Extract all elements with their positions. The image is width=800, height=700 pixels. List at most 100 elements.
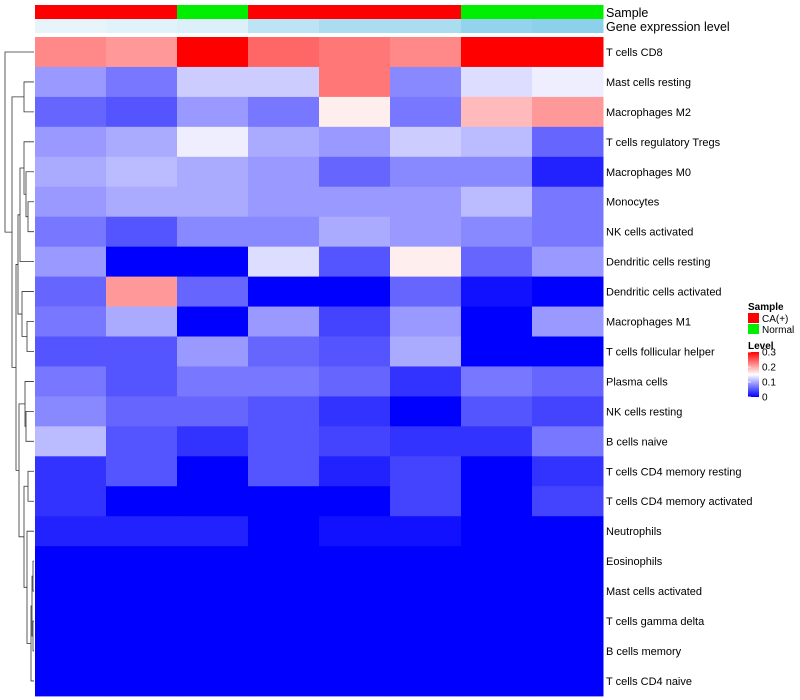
row-label: T cells CD4 naive (606, 676, 692, 688)
row-dendrogram (4, 51, 34, 682)
heatmap-cell (35, 246, 107, 278)
heatmap-cell (35, 516, 107, 547)
heatmap-cell (532, 216, 604, 248)
sample-annotation-label: Sample (606, 6, 648, 20)
heatmap-cell (106, 606, 178, 637)
expression-annotation-cell (532, 19, 604, 33)
heatmap-cell (319, 66, 391, 98)
heatmap-cell (106, 576, 178, 607)
dendrogram-link (15, 264, 19, 471)
heatmap-cell (390, 546, 462, 577)
heatmap-cell (390, 665, 462, 697)
heatmap-cell (461, 636, 533, 667)
heatmap-cell (106, 276, 178, 308)
row-labels: T cells CD8 Mast cells resting Macrophages… (606, 47, 753, 688)
heatmap-cell (248, 426, 320, 457)
heatmap-cell (319, 546, 391, 577)
heatmap-cell (532, 516, 604, 547)
heatmap-cell (177, 96, 249, 128)
row-label: NK cells resting (606, 406, 682, 418)
heatmap-cell (319, 456, 391, 487)
heatmap-cell (390, 636, 462, 667)
heatmap-cell (319, 336, 391, 367)
legend-sample-swatch (748, 313, 759, 323)
expression-annotation-cell (177, 19, 249, 33)
row-label: Macrophages M1 (606, 317, 691, 329)
heatmap-cell (35, 366, 107, 397)
row-label: Macrophages M2 (606, 107, 691, 119)
dendrogram-link (21, 291, 34, 337)
dendrogram-link (32, 560, 34, 592)
heatmap-cell (319, 306, 391, 337)
heatmap-cell (106, 306, 178, 337)
heatmap-cell (35, 665, 107, 697)
heatmap-cell (177, 216, 249, 248)
heatmap-cell (532, 366, 604, 397)
heatmap-cell (390, 186, 462, 218)
row-label: Dendritic cells activated (606, 287, 722, 299)
heatmap-cell (319, 636, 391, 667)
dendrogram-link (25, 171, 34, 218)
sample-annotation-cell (319, 5, 391, 19)
dendrogram-link (25, 410, 34, 442)
heatmap-cell (106, 66, 178, 98)
legend-level-label: 0.1 (762, 378, 776, 389)
heatmap-cell (35, 276, 107, 308)
heatmap-cell (106, 186, 178, 218)
heatmap-cell (106, 366, 178, 397)
heatmap-cell (248, 456, 320, 487)
heatmap-cell (532, 396, 604, 427)
dendrogram-link (23, 81, 34, 113)
heatmap-cell (461, 276, 533, 308)
heatmap-cell (319, 216, 391, 248)
heatmap-cell (177, 156, 249, 188)
heatmap-cell (532, 636, 604, 667)
expression-annotation-cell (35, 19, 107, 33)
heatmap-cell (390, 156, 462, 188)
heatmap-cell (106, 486, 178, 517)
heatmap-cell (248, 37, 320, 68)
heatmap-cell (532, 37, 604, 68)
row-label: T cells CD4 memory activated (606, 496, 753, 508)
sample-annotation-cell (177, 5, 249, 19)
expression-annotation-cell (461, 19, 533, 33)
heatmap-cell (319, 186, 391, 218)
heatmap-cell (106, 636, 178, 667)
dendrogram-link (30, 605, 34, 682)
heatmap-cell (532, 336, 604, 367)
heatmap-cell (532, 606, 604, 637)
heatmap-cell (461, 516, 533, 547)
row-label: Eosinophils (606, 556, 663, 568)
heatmap-cell (106, 126, 178, 158)
heatmap-cell (248, 665, 320, 697)
heatmap-cell (461, 426, 533, 457)
heatmap-cell (319, 396, 391, 427)
dendrogram-link (19, 167, 34, 263)
row-label: Monocytes (606, 197, 660, 209)
heatmap-cell (248, 246, 320, 278)
heatmap-cell (461, 66, 533, 98)
heatmap-cell (319, 665, 391, 697)
heatmap-cell (390, 366, 462, 397)
heatmap-cell (390, 306, 462, 337)
sample-annotation-cell (248, 5, 320, 19)
heatmap-cell (177, 456, 249, 487)
row-label: Macrophages M0 (606, 167, 691, 179)
heatmap-cell (177, 276, 249, 308)
heatmap-cell (248, 306, 320, 337)
legend-level-title: Level (748, 341, 774, 352)
heatmap-cell (35, 156, 107, 188)
heatmap-cell (177, 486, 249, 517)
heatmap-cell (390, 37, 462, 68)
heatmap-cell (532, 546, 604, 577)
row-label: NK cells activated (606, 227, 693, 239)
heatmap-cell (390, 396, 462, 427)
heatmap-cell (106, 516, 178, 547)
legend-level-ticks: 0.3 0.2 0.1 0 (748, 348, 776, 404)
heatmap-cell (461, 665, 533, 697)
heatmap-cell (248, 576, 320, 607)
heatmap-cell (461, 576, 533, 607)
heatmap-cell (390, 426, 462, 457)
heatmap-cell (248, 96, 320, 128)
heatmap-cell (177, 246, 249, 278)
